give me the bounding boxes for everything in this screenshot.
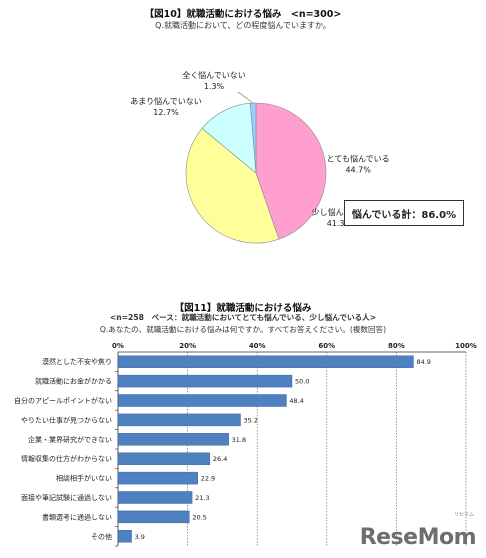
pie-label: あまり悩んでいない: [130, 96, 202, 106]
slice-not-worried: [249, 102, 257, 174]
category-label: 企業・業界研究ができない: [28, 435, 112, 444]
x-tick-label: 100%: [455, 342, 477, 350]
bar: [117, 452, 211, 465]
figure11-question: Q.あなたの、就職活動における悩みは何ですか。すべてお答えください。(複数回答): [99, 325, 387, 334]
pie-chart: とても悩んでいる 44.7% 少し悩んでいる 41.3% あまり悩んでいない 12.7% 全…: [130, 70, 390, 244]
bar-chart: 0% 20% 40% 60% 80% 100% 漠然とした不安や焦り 84.9 就職活動にお金が…: [14, 342, 477, 547]
pie-value-label: 44.7%: [345, 166, 371, 175]
value-label: 48.4: [289, 397, 303, 405]
x-tick-label: 0%: [112, 342, 124, 350]
category-label: 漠然とした不安や焦り: [42, 357, 112, 366]
bar: [117, 530, 132, 543]
x-tick-label: 60%: [318, 342, 335, 350]
value-label: 22.9: [201, 475, 215, 483]
logo-ruby: リセマム: [453, 512, 474, 518]
bar: [117, 471, 198, 485]
value-label: 3.9: [135, 533, 145, 541]
bar: [117, 374, 293, 388]
x-tick-label: 40%: [249, 342, 266, 350]
bar: [117, 510, 190, 524]
category-label: 書類選考に通過しない: [42, 512, 112, 521]
value-label: 20.5: [192, 513, 206, 521]
pie-label: とても悩んでいる: [327, 154, 390, 164]
value-label: 84.9: [416, 358, 430, 366]
value-label: 31.8: [232, 436, 246, 444]
bar: [117, 491, 193, 504]
value-label: 26.4: [213, 455, 227, 463]
figure10-question: Q.就職活動において、どの程度悩んでいますか。: [155, 21, 331, 30]
category-label: 相談相手がいない: [56, 474, 112, 483]
x-tick-label: 20%: [179, 342, 196, 350]
pie-value-label: 41.3%: [327, 219, 353, 228]
pie-value-label: 1.3%: [204, 82, 225, 91]
pie-value-label: 12.7%: [153, 108, 179, 117]
summary-box: 悩んでいる計：86.0%: [344, 200, 464, 226]
leader-line: [237, 91, 254, 104]
bar: [117, 355, 414, 368]
pie-label: 全く悩んでいない: [182, 70, 246, 80]
category-label: やりたい仕事が見つからない: [21, 415, 112, 424]
x-tick-label: 80%: [388, 342, 405, 350]
resemom-logo: ReseMom: [359, 525, 477, 550]
category-label: 面接や筆記試験に通過しない: [21, 493, 112, 502]
figure10-title: 【図10】就職活動における悩み <n=300>: [144, 9, 342, 20]
category-label: 就職活動にお金がかかる: [35, 377, 112, 386]
value-label: 21.3: [195, 494, 209, 502]
slice-very-worried: [255, 102, 327, 240]
pie-label: 少し悩んでいる: [312, 207, 368, 217]
slice-not-much-worried: [201, 102, 257, 174]
bar: [117, 413, 241, 427]
summary-text: 悩んでいる計：86.0%: [351, 209, 457, 221]
value-label: 50.0: [295, 378, 309, 386]
bar: [117, 433, 229, 446]
slice-little-worried: [185, 127, 280, 244]
value-label: 35.2: [243, 416, 257, 424]
figure11-title: 【図11】就職活動における悩み: [174, 303, 312, 314]
category-label: 自分のアピールポイントがない: [14, 396, 112, 405]
category-label: 情報収集の仕方がわからない: [21, 454, 112, 463]
category-label: その他: [91, 532, 112, 541]
figure11-base: <n=258 ベース：就職活動においてとても悩んでいる、少し悩んでいる人>: [109, 313, 377, 322]
bar: [117, 394, 287, 407]
